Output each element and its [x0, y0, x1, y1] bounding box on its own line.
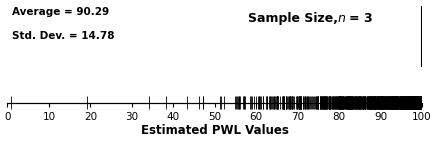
- Text: Std. Dev. = 14.78: Std. Dev. = 14.78: [12, 31, 114, 41]
- Text: $n$: $n$: [337, 12, 346, 25]
- Text: = 3: = 3: [350, 12, 373, 25]
- X-axis label: Estimated PWL Values: Estimated PWL Values: [141, 124, 289, 137]
- Text: Sample Size,: Sample Size,: [248, 12, 342, 25]
- Text: Average = 90.29: Average = 90.29: [12, 7, 109, 17]
